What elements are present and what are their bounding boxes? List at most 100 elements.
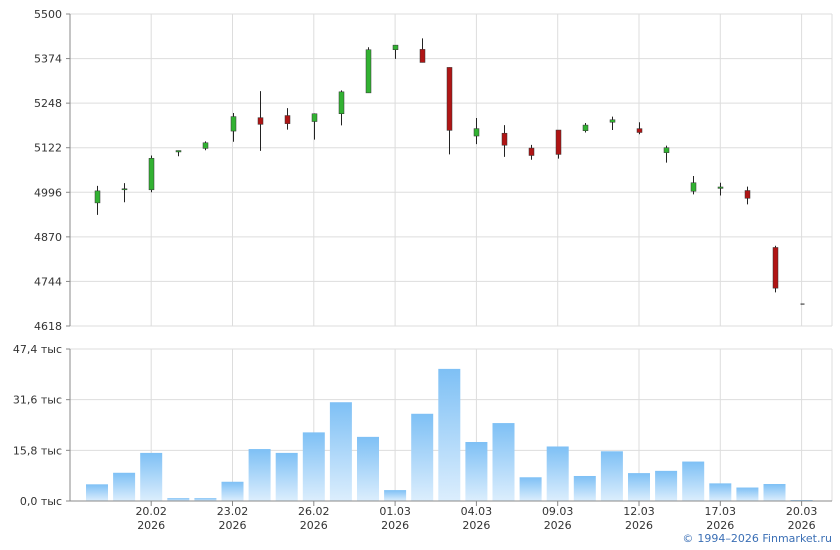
candle-body	[555, 129, 562, 155]
copyright-icon: ©	[682, 532, 694, 545]
x-tick-label-year: 2026	[544, 519, 572, 532]
candle-body	[230, 116, 237, 132]
x-tick-label-date: 17.03	[705, 505, 737, 518]
candle-body	[365, 49, 372, 94]
volume-bar	[140, 452, 163, 501]
candle	[338, 90, 345, 126]
volume-bar	[302, 432, 325, 501]
candle	[148, 155, 155, 193]
x-tick-label-date: 20.02	[135, 505, 167, 518]
volume-bar	[167, 498, 190, 501]
candle-body	[446, 67, 453, 131]
volume-bar	[248, 449, 271, 501]
volume-bar	[736, 487, 759, 501]
volume-bar	[221, 481, 244, 501]
volume-bar	[384, 490, 407, 501]
x-tick-label-date: 26.02	[298, 505, 330, 518]
price-tick-label: 5248	[34, 97, 62, 110]
candle-body	[473, 128, 480, 137]
price-tick-label: 4618	[34, 320, 62, 333]
volume-bar	[438, 368, 461, 501]
volume-bar	[113, 472, 136, 501]
x-tick-label-year: 2026	[625, 519, 653, 532]
candle-body	[528, 147, 535, 156]
volume-tick-label: 47,4 тыс	[13, 343, 62, 356]
candle	[717, 182, 724, 196]
candle	[121, 183, 128, 203]
candle	[446, 67, 453, 155]
candle	[528, 144, 535, 160]
volume-bar	[86, 484, 108, 501]
candle-body	[717, 186, 724, 189]
volume-bar	[573, 475, 596, 501]
volume-bar	[600, 451, 623, 501]
x-tick-label-date: 12.03	[623, 505, 655, 518]
x-tick-label-year: 2026	[219, 519, 247, 532]
x-tick-label-year: 2026	[788, 519, 816, 532]
volume-bar	[655, 470, 678, 501]
price-tick-label: 4870	[34, 231, 62, 244]
x-tick-label-date: 01.03	[379, 505, 411, 518]
axes: 5500 5374 5248 5122 4996 4870 4744 4618 47,4 тыс…	[13, 8, 832, 532]
candle-body	[744, 190, 751, 199]
volume-bar	[519, 477, 542, 501]
volume-panel	[86, 368, 813, 501]
volume-tick-label: 15,8 тыс	[13, 444, 62, 457]
copyright-notice[interactable]: © 1994–2026 Finmarket.ru	[682, 532, 832, 545]
candle-body	[690, 182, 697, 192]
volume-bar	[492, 423, 515, 501]
x-tick-label-date: 09.03	[542, 505, 574, 518]
candle	[772, 245, 779, 293]
candle	[555, 129, 562, 159]
candle-body	[772, 247, 779, 289]
volume-bar	[709, 483, 732, 501]
candle-body	[148, 158, 155, 191]
price-tick-label: 5122	[34, 142, 62, 155]
x-tick-label-year: 2026	[381, 519, 409, 532]
candle-body	[202, 142, 209, 149]
candle	[636, 122, 643, 135]
candle	[230, 113, 237, 142]
candle	[744, 186, 751, 205]
candle-body	[609, 119, 616, 123]
candle	[473, 118, 480, 145]
volume-bar	[275, 452, 298, 501]
volume-bar	[194, 498, 217, 501]
volume-bar	[546, 446, 569, 501]
volume-bar	[465, 441, 488, 501]
volume-tick-label: 0,0 тыс	[20, 495, 62, 508]
price-tick-label: 5374	[34, 53, 62, 66]
volume-bar	[329, 402, 352, 501]
candle-body	[392, 44, 399, 50]
candle	[663, 145, 670, 163]
volume-bar	[763, 484, 786, 501]
candle	[365, 47, 372, 94]
x-tick-label-date: 04.03	[461, 505, 493, 518]
candle	[175, 150, 182, 157]
candle	[311, 113, 318, 140]
candle-body	[636, 128, 643, 133]
candle-body	[501, 132, 508, 146]
candle-body	[257, 117, 264, 125]
x-tick-label-date: 20.03	[786, 505, 818, 518]
candle	[392, 44, 399, 59]
price-tick-label: 4744	[34, 275, 62, 288]
candle	[257, 91, 264, 151]
candle-body	[419, 49, 426, 63]
x-tick-label-year: 2026	[137, 519, 165, 532]
candle	[582, 122, 589, 133]
copyright-text: 1994–2026 Finmarket.ru	[697, 532, 832, 545]
candle-body	[338, 91, 345, 115]
candle-body	[663, 147, 670, 153]
x-tick-label-date: 23.02	[217, 505, 249, 518]
volume-tick-label: 31,6 тыс	[13, 394, 62, 407]
candle	[202, 141, 209, 151]
x-tick-label-year: 2026	[462, 519, 490, 532]
candle	[419, 38, 426, 63]
volume-bar	[411, 413, 434, 501]
candle-body	[582, 124, 589, 131]
candle-body	[94, 190, 101, 204]
candle	[284, 108, 291, 130]
candle-body	[121, 188, 128, 191]
